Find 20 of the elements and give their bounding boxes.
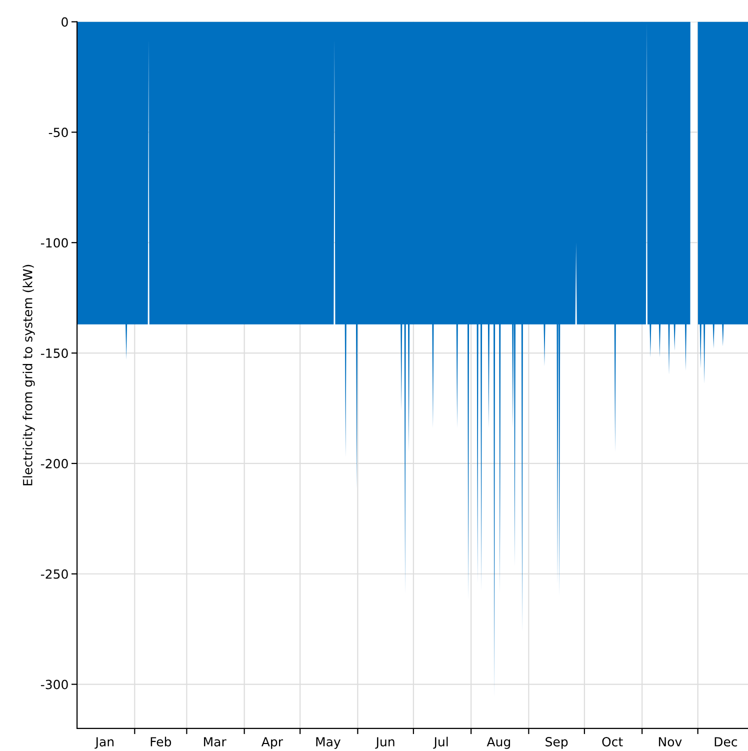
x-tick-label: Apr bbox=[261, 737, 284, 749]
x-tick-label: Feb bbox=[150, 736, 172, 746]
y-tick-label: -250 bbox=[40, 569, 68, 579]
x-tick-label: Oct bbox=[602, 737, 623, 746]
x-tick-label: Sep bbox=[546, 737, 568, 749]
y-tick-label: -50 bbox=[48, 128, 68, 138]
x-tick-label: Jul bbox=[433, 736, 448, 749]
x-tick-label: Jan bbox=[94, 737, 114, 749]
y-axis-title: Electricity from grid to system (kW) bbox=[22, 264, 35, 486]
x-tick-label: Nov bbox=[658, 737, 682, 746]
y-tick-label: -100 bbox=[40, 238, 68, 248]
x-tick-label: Dec bbox=[714, 737, 738, 746]
x-tick-label: May bbox=[316, 737, 341, 749]
x-tick-label: Aug bbox=[486, 737, 510, 749]
x-tick-label: Mar bbox=[204, 737, 226, 746]
y-tick-label: -150 bbox=[40, 348, 68, 358]
y-tick-label: 0 bbox=[62, 17, 68, 27]
y-tick-label: -300 bbox=[40, 680, 68, 690]
x-tick-label: Jun bbox=[375, 737, 394, 749]
y-tick-label: -200 bbox=[40, 458, 68, 468]
